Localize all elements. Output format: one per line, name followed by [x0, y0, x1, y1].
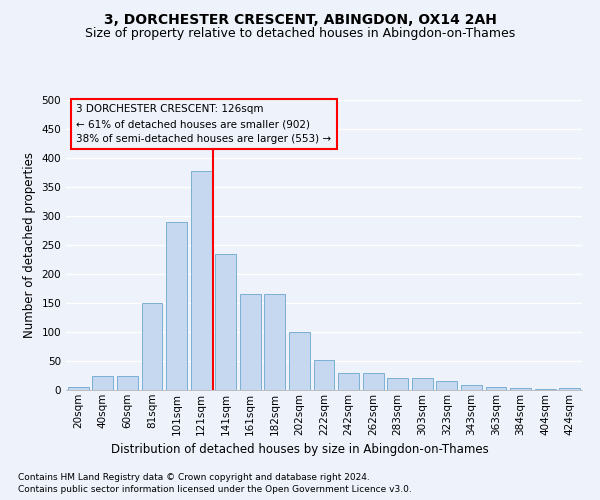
- Bar: [535, 389, 556, 390]
- Bar: [92, 376, 113, 390]
- Bar: [265, 294, 286, 390]
- Bar: [191, 171, 212, 390]
- Bar: [289, 332, 310, 390]
- Bar: [215, 254, 236, 390]
- Y-axis label: Number of detached properties: Number of detached properties: [23, 152, 36, 338]
- Bar: [485, 387, 506, 390]
- Text: Contains HM Land Registry data © Crown copyright and database right 2024.: Contains HM Land Registry data © Crown c…: [18, 472, 370, 482]
- Bar: [314, 360, 334, 390]
- Bar: [461, 386, 482, 390]
- Bar: [117, 376, 138, 390]
- Bar: [362, 372, 383, 390]
- Bar: [240, 294, 261, 390]
- Bar: [338, 372, 359, 390]
- Text: Distribution of detached houses by size in Abingdon-on-Thames: Distribution of detached houses by size …: [111, 442, 489, 456]
- Text: Contains public sector information licensed under the Open Government Licence v3: Contains public sector information licen…: [18, 485, 412, 494]
- Bar: [166, 222, 187, 390]
- Bar: [387, 378, 408, 390]
- Bar: [510, 388, 531, 390]
- Text: 3 DORCHESTER CRESCENT: 126sqm
← 61% of detached houses are smaller (902)
38% of : 3 DORCHESTER CRESCENT: 126sqm ← 61% of d…: [76, 104, 331, 144]
- Text: 3, DORCHESTER CRESCENT, ABINGDON, OX14 2AH: 3, DORCHESTER CRESCENT, ABINGDON, OX14 2…: [104, 12, 496, 26]
- Bar: [436, 382, 457, 390]
- Text: Size of property relative to detached houses in Abingdon-on-Thames: Size of property relative to detached ho…: [85, 28, 515, 40]
- Bar: [559, 388, 580, 390]
- Bar: [412, 378, 433, 390]
- Bar: [68, 387, 89, 390]
- Bar: [142, 303, 163, 390]
